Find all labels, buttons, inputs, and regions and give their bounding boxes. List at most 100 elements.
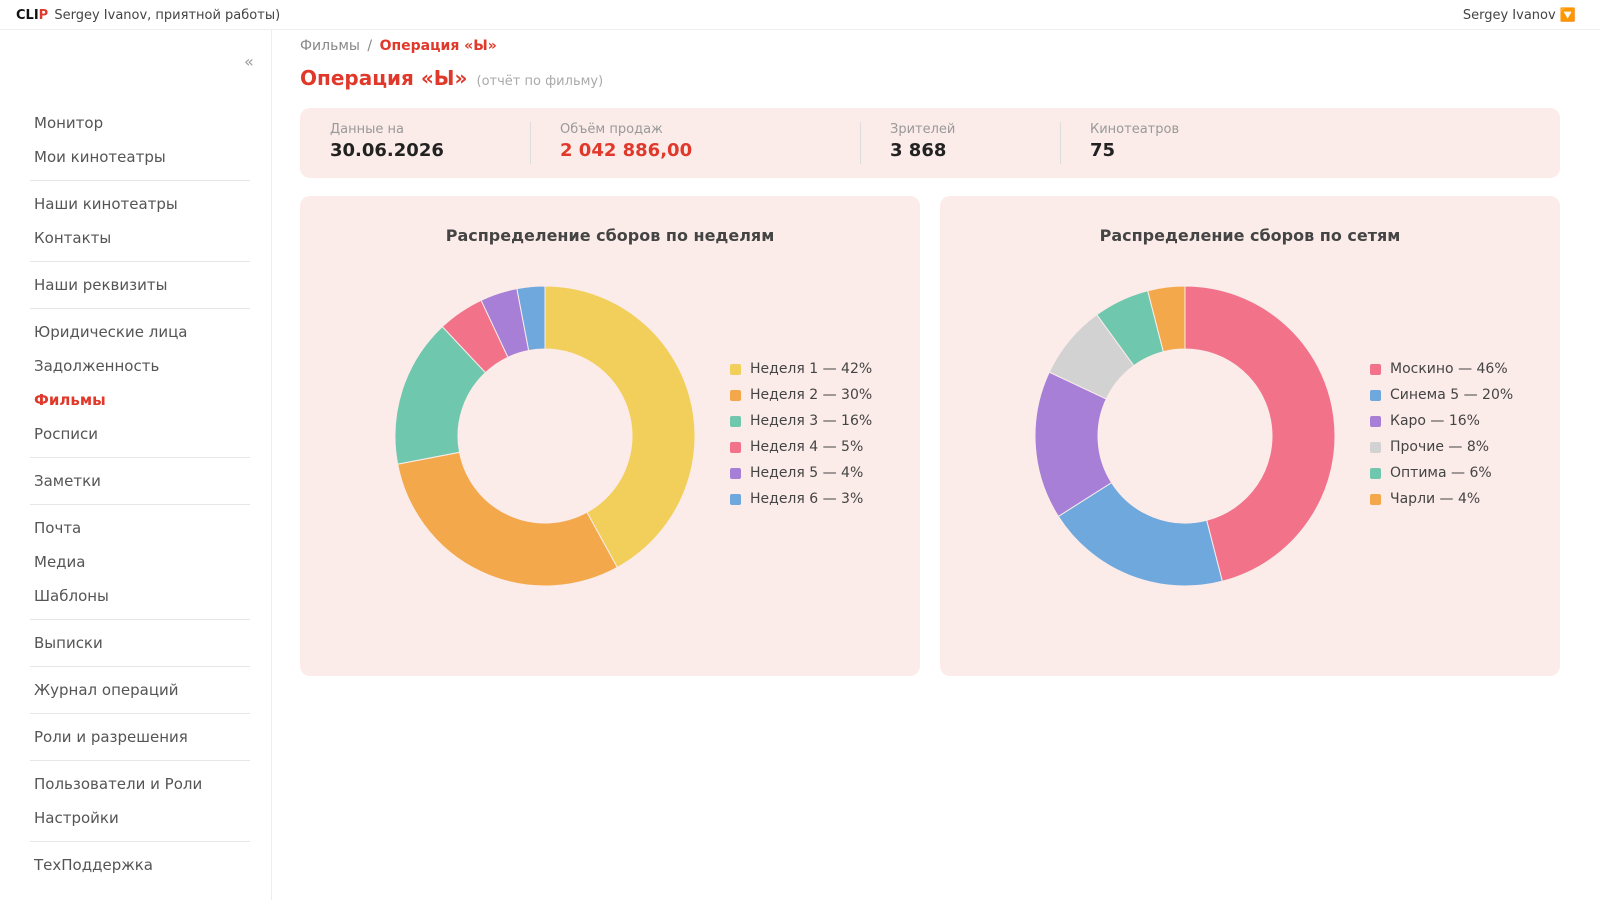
legend-item: Чарли — 4%	[1370, 486, 1513, 512]
donut-chart-weeks	[394, 285, 696, 587]
chart-legend-weeks: Неделя 1 — 42% Неделя 2 — 30% Неделя 3 — 1…	[730, 356, 872, 512]
chart-card-networks: Распределение сборов по сетям Москино — …	[940, 196, 1560, 676]
legend-item: Прочие — 8%	[1370, 434, 1513, 460]
sidebar-group: Наши кинотеатры Контакты	[30, 181, 250, 262]
stat-viewers-label: Зрителей	[890, 122, 956, 137]
legend-label: Синема 5 — 20%	[1390, 387, 1514, 403]
stat-cinemas-label: Кинотеатров	[1090, 122, 1180, 137]
legend-label: Неделя 6 — 3%	[750, 491, 864, 507]
chart-card-weeks: Распределение сборов по неделям Неделя 1…	[300, 196, 920, 676]
stat-cinemas: Кинотеатров 75	[1090, 122, 1179, 161]
breadcrumb-parent[interactable]: Фильмы	[300, 38, 360, 54]
legend-item: Синема 5 — 20%	[1370, 382, 1513, 408]
legend-swatch	[1370, 441, 1381, 453]
legend-swatch	[1370, 363, 1381, 375]
stat-date-label: Данные на	[330, 122, 404, 137]
chart-legend-networks: Москино — 46% Синема 5 — 20% Каро — 16% Про…	[1370, 356, 1513, 512]
sidebar-item[interactable]: Контакты	[34, 229, 112, 247]
sidebar-item[interactable]: Фильмы	[34, 391, 106, 409]
legend-swatch	[730, 467, 741, 479]
legend-item: Неделя 5 — 4%	[730, 460, 872, 486]
stats-panel: Данные на 30.06.2026 Объём продаж 2 042 …	[300, 108, 1560, 178]
donut-slice[interactable]	[397, 451, 618, 587]
page-subtitle: (отчёт по фильму)	[476, 74, 604, 89]
sidebar-item[interactable]: Заметки	[34, 472, 101, 490]
legend-item: Неделя 4 — 5%	[730, 434, 872, 460]
breadcrumb: Фильмы / Операция «Ы»	[300, 38, 497, 54]
legend-item: Неделя 2 — 30%	[730, 382, 872, 408]
sidebar-nav: Монитор Мои кинотеатры Наши кинотеатры Конт…	[30, 100, 250, 888]
legend-label: Москино — 46%	[1390, 361, 1508, 377]
sidebar-item[interactable]: Наши реквизиты	[34, 276, 168, 294]
legend-swatch	[1370, 493, 1381, 505]
title-row: Операция «Ы» (отчёт по фильму)	[300, 66, 603, 90]
stat-sales-value: 2 042 886,00	[560, 140, 693, 161]
sidebar-group: ТехПоддержка	[30, 842, 250, 888]
page-title: Операция «Ы»	[300, 66, 468, 90]
stat-divider	[1060, 122, 1061, 164]
legend-item: Москино — 46%	[1370, 356, 1513, 382]
donut-chart-networks	[1034, 285, 1336, 587]
stat-viewers-value: 3 868	[890, 140, 947, 161]
legend-label: Каро — 16%	[1390, 413, 1480, 429]
legend-item: Оптима — 6%	[1370, 460, 1513, 486]
sidebar-item[interactable]: ТехПоддержка	[34, 856, 153, 874]
sidebar-group: Наши реквизиты	[30, 262, 250, 309]
chart-title: Распределение сборов по сетям	[1099, 226, 1401, 245]
sidebar-item[interactable]: Монитор	[34, 114, 104, 132]
sidebar-item[interactable]: Медиа	[34, 553, 86, 571]
sidebar-item[interactable]: Задолженность	[34, 357, 160, 375]
sidebar-item[interactable]: Пользователи и Роли	[34, 775, 203, 793]
sidebar-group: Почта Медиа Шаблоны	[30, 505, 250, 620]
donut-slice[interactable]	[1184, 285, 1336, 582]
stat-divider	[530, 122, 531, 164]
legend-label: Неделя 2 — 30%	[750, 387, 873, 403]
sidebar-item[interactable]: Росписи	[34, 425, 99, 443]
sidebar-item[interactable]: Юридические лица	[34, 323, 188, 341]
user-menu[interactable]: Sergey Ivanov 🔽	[1462, 8, 1576, 23]
sidebar-group: Роли и разрешения	[30, 714, 250, 761]
logo-main: CLI	[16, 8, 39, 23]
stat-viewers: Зрителей 3 868	[890, 122, 955, 161]
sidebar-item[interactable]: Шаблоны	[34, 587, 109, 605]
sidebar-group: Монитор Мои кинотеатры	[30, 100, 250, 181]
legend-swatch	[1370, 415, 1381, 427]
legend-label: Оптима — 6%	[1390, 465, 1492, 481]
logo-accent: P	[38, 8, 49, 23]
donut-slice[interactable]	[1147, 285, 1186, 353]
sidebar-item[interactable]: Роли и разрешения	[34, 728, 188, 746]
chart-title: Распределение сборов по неделям	[445, 226, 775, 245]
legend-item: Каро — 16%	[1370, 408, 1513, 434]
legend-label: Чарли — 4%	[1390, 491, 1481, 507]
legend-item: Неделя 1 — 42%	[730, 356, 872, 382]
stat-date: Данные на 30.06.2026	[330, 122, 444, 161]
donut-slice[interactable]	[544, 285, 696, 569]
logo[interactable]: CLIP	[16, 8, 48, 23]
legend-swatch	[1370, 467, 1381, 479]
legend-label: Прочие — 8%	[1390, 439, 1490, 455]
legend-swatch	[730, 389, 741, 401]
stat-sales: Объём продаж 2 042 886,00	[560, 122, 692, 161]
stat-cinemas-value: 75	[1090, 140, 1116, 161]
legend-swatch	[730, 493, 741, 505]
breadcrumb-current: Операция «Ы»	[379, 38, 497, 54]
legend-label: Неделя 5 — 4%	[750, 465, 864, 481]
sidebar-item[interactable]: Мои кинотеатры	[34, 148, 166, 166]
sidebar-item[interactable]: Настройки	[34, 809, 119, 827]
sidebar-group: Юридические лица Задолженность Фильмы Роспи…	[30, 309, 250, 458]
stat-divider	[860, 122, 861, 164]
legend-swatch	[1370, 389, 1381, 401]
sidebar-group: Выписки	[30, 620, 250, 667]
greeting: Sergey Ivanov, приятной работы)	[54, 8, 281, 23]
sidebar-item[interactable]: Наши кинотеатры	[34, 195, 178, 213]
stat-sales-label: Объём продаж	[560, 122, 663, 137]
breadcrumb-separator: /	[367, 38, 373, 54]
legend-swatch	[730, 441, 741, 453]
sidebar-item[interactable]: Почта	[34, 519, 82, 537]
sidebar: « Монитор Мои кинотеатры Наши кинотеатры Ко…	[0, 30, 272, 900]
sidebar-item[interactable]: Выписки	[34, 634, 103, 652]
donut-slice[interactable]	[516, 285, 546, 352]
sidebar-item[interactable]: Журнал операций	[34, 681, 179, 699]
legend-swatch	[730, 363, 741, 375]
collapse-sidebar-icon[interactable]: «	[244, 52, 254, 71]
